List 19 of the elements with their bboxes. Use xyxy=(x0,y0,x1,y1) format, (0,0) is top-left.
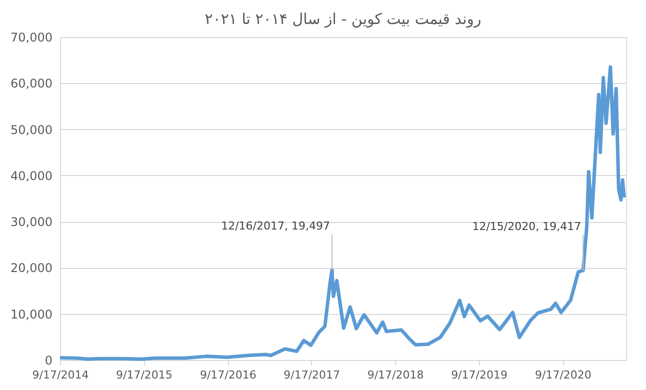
y-tick-label: 20,000 xyxy=(10,261,52,276)
x-tick-label: 9/17/2019 xyxy=(451,368,508,382)
chart-title: روند قیمت بیت کوین - از سال ۲۰۱۴ تا ۲۰۲۱ xyxy=(204,10,482,28)
y-tick-label: 70,000 xyxy=(10,30,52,44)
line-series xyxy=(58,65,626,361)
x-tick-label: 9/17/2020 xyxy=(535,368,592,382)
annotation: 12/15/2020, 19,417 xyxy=(472,220,582,233)
y-tick-label: 30,000 xyxy=(10,215,52,230)
x-tick-label: 9/17/2017 xyxy=(284,368,340,382)
y-tick-label: 50,000 xyxy=(10,122,52,137)
x-tick-label: 9/17/2015 xyxy=(116,368,172,382)
x-tick-label: 9/17/2014 xyxy=(32,368,89,382)
y-tick-label: 40,000 xyxy=(10,168,52,183)
y-tick-label: 60,000 xyxy=(10,76,52,91)
x-tick-label: 9/17/2016 xyxy=(200,368,256,382)
y-tick-label: 10,000 xyxy=(10,307,52,322)
annotation: 12/16/2017, 19,497 xyxy=(221,220,330,233)
y-tick-label: 0 xyxy=(44,354,52,368)
x-tick-label: 9/17/2018 xyxy=(367,368,424,382)
